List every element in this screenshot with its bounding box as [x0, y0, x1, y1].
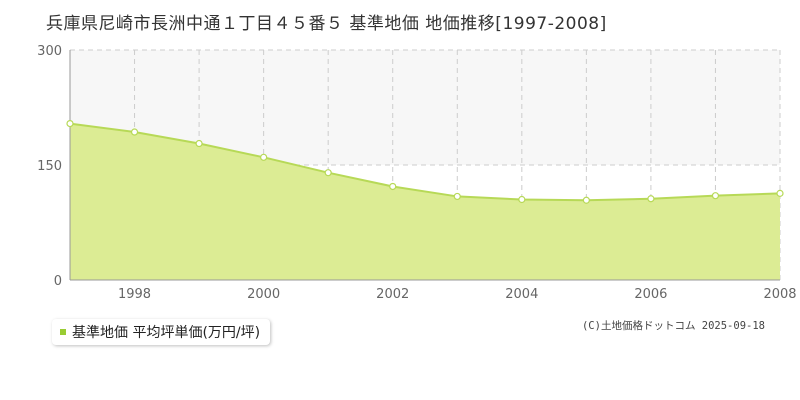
data-point	[453, 192, 461, 201]
series-line	[69, 122, 781, 202]
chart-title: 兵庫県尼崎市長洲中通１丁目４５番５ 基準地価 地価推移[1997-2008]	[46, 14, 607, 34]
x-tick-label: 2008	[763, 287, 796, 302]
data-point	[711, 192, 720, 200]
y-tick-label: 300	[37, 44, 62, 59]
data-point	[66, 119, 74, 128]
x-tick-label: 2006	[634, 287, 667, 302]
x-tick-label: 2002	[376, 287, 409, 302]
data-point	[647, 195, 655, 203]
y-tick-label: 0	[54, 274, 62, 289]
data-point	[389, 182, 397, 191]
data-point	[260, 153, 268, 161]
data-point	[324, 169, 332, 177]
legend[interactable]: 基準地価 平均坪単価(万円/坪)	[52, 319, 271, 345]
y-tick-label: 150	[37, 159, 62, 174]
x-tick-label: 2000	[247, 287, 280, 302]
data-point	[582, 196, 590, 204]
data-point	[776, 189, 784, 197]
legend-label: 基準地価 平均坪単価(万円/坪)	[72, 325, 261, 341]
x-tick-label: 1998	[118, 287, 151, 302]
series-area	[70, 123, 780, 280]
x-tick-label: 2004	[505, 287, 538, 302]
legend-swatch	[60, 329, 66, 335]
data-point	[130, 128, 139, 136]
data-point	[518, 195, 526, 204]
data-point	[195, 139, 203, 148]
copyright-text: (C)土地価格ドットコム 2025-09-18	[581, 320, 765, 332]
